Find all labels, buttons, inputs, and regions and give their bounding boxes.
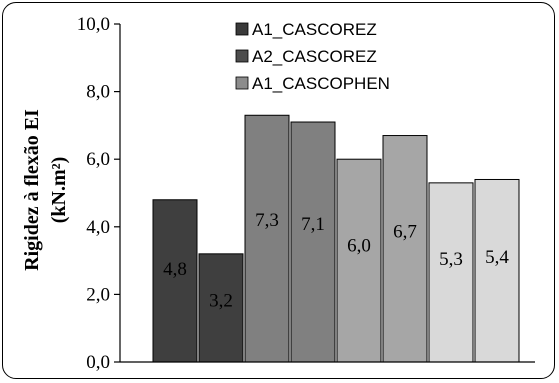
y-tick-label: 8,0 — [86, 82, 110, 103]
bar — [244, 114, 290, 363]
data-label: 6,0 — [347, 235, 371, 256]
bar — [152, 199, 198, 363]
legend-label: A1_CASCOREZ — [252, 20, 377, 39]
bar — [428, 182, 474, 363]
legend-label: A2_CASCOREZ — [252, 47, 377, 66]
data-label: 7,3 — [255, 210, 279, 231]
y-tick-label: 6,0 — [86, 149, 110, 170]
bar — [290, 121, 336, 363]
bar — [336, 158, 382, 363]
legend-swatch — [235, 49, 249, 63]
legend-swatch — [235, 22, 249, 36]
y-axis-unit: (kN.m²) — [48, 157, 70, 224]
data-label: 5,4 — [485, 247, 509, 268]
data-label: 7,1 — [301, 214, 325, 235]
bar — [198, 253, 244, 363]
legend: A1_CASCOREZ A2_CASCOREZ A1_CASCOPHEN — [235, 20, 390, 93]
data-label: 3,2 — [209, 290, 233, 311]
legend-label: A1_CASCOPHEN — [252, 74, 390, 93]
data-label: 5,3 — [439, 249, 463, 270]
bar — [382, 135, 428, 363]
y-axis: 0,0 2,0 4,0 6,0 8,0 10,0 — [77, 14, 121, 373]
data-label: 6,7 — [393, 222, 417, 243]
y-axis-title: Rigidez à flexão EI — [21, 109, 43, 271]
y-tick-label: 10,0 — [77, 14, 110, 35]
bar — [474, 178, 520, 363]
y-tick-label: 0,0 — [86, 352, 110, 373]
data-label: 4,8 — [163, 259, 187, 280]
data-labels: 4,8 3,2 7,3 7,1 6,0 6,7 5,3 5,4 — [163, 210, 509, 311]
y-tick-label: 2,0 — [86, 284, 110, 305]
legend-swatch — [235, 76, 249, 90]
bars — [120, 114, 535, 363]
y-tick-label: 4,0 — [86, 217, 110, 238]
